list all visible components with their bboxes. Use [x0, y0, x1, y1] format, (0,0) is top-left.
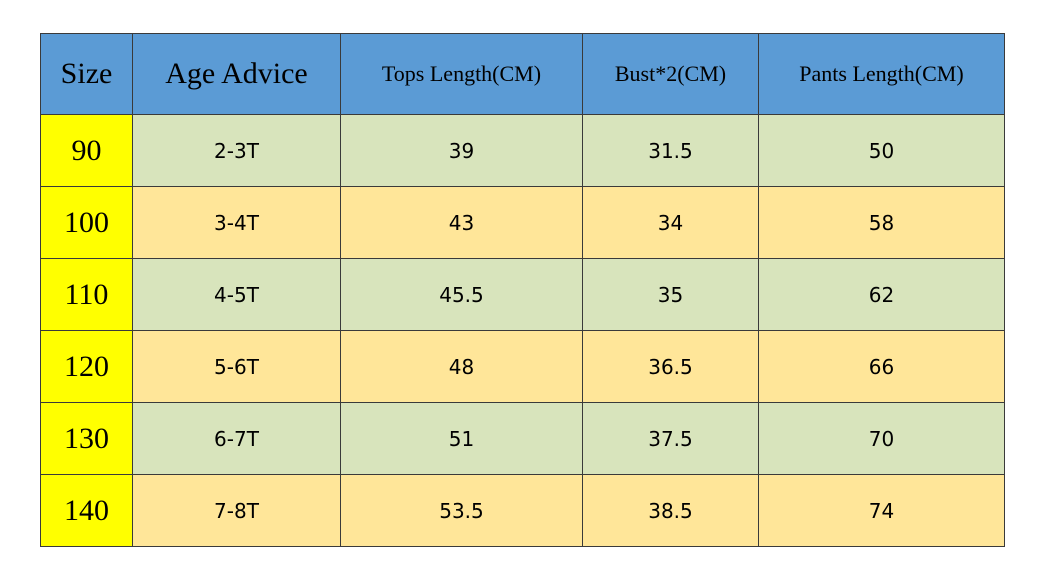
- size-cell: 130: [40, 402, 133, 475]
- data-cell: 50: [758, 114, 1005, 187]
- data-cell: 37.5: [582, 402, 759, 475]
- size-cell: 120: [40, 330, 133, 403]
- table-row: 120 5-6T 48 36.5 66: [40, 330, 1005, 403]
- header-cell: Tops Length(CM): [340, 33, 583, 115]
- table-row: 130 6-7T 51 37.5 70: [40, 402, 1005, 475]
- data-cell: 45.5: [340, 258, 583, 331]
- table-body: Size Age Advice Tops Length(CM) Bust*2(CM) P…: [40, 33, 1005, 547]
- data-cell: 58: [758, 186, 1005, 259]
- size-table: Size Age Advice Tops Length(CM) Bust*2(CM) P…: [40, 33, 1005, 547]
- data-cell: 4-5T: [132, 258, 341, 331]
- table-row: 100 3-4T 43 34 58: [40, 186, 1005, 259]
- header-cell: Size: [40, 33, 133, 115]
- data-cell: 7-8T: [132, 474, 341, 547]
- data-cell: 31.5: [582, 114, 759, 187]
- data-cell: 38.5: [582, 474, 759, 547]
- header-row: Size Age Advice Tops Length(CM) Bust*2(CM) P…: [40, 33, 1005, 115]
- data-cell: 2-3T: [132, 114, 341, 187]
- header-cell: Age Advice: [132, 33, 341, 115]
- data-cell: 53.5: [340, 474, 583, 547]
- size-cell: 90: [40, 114, 133, 187]
- data-cell: 35: [582, 258, 759, 331]
- size-cell: 140: [40, 474, 133, 547]
- header-cell: Bust*2(CM): [582, 33, 759, 115]
- data-cell: 6-7T: [132, 402, 341, 475]
- data-cell: 70: [758, 402, 1005, 475]
- table-row: 110 4-5T 45.5 35 62: [40, 258, 1005, 331]
- data-cell: 62: [758, 258, 1005, 331]
- header-cell: Pants Length(CM): [758, 33, 1005, 115]
- table-row: 140 7-8T 53.5 38.5 74: [40, 474, 1005, 547]
- data-cell: 5-6T: [132, 330, 341, 403]
- data-cell: 39: [340, 114, 583, 187]
- data-cell: 36.5: [582, 330, 759, 403]
- data-cell: 51: [340, 402, 583, 475]
- data-cell: 66: [758, 330, 1005, 403]
- table-row: 90 2-3T 39 31.5 50: [40, 114, 1005, 187]
- size-cell: 100: [40, 186, 133, 259]
- data-cell: 43: [340, 186, 583, 259]
- data-cell: 3-4T: [132, 186, 341, 259]
- size-cell: 110: [40, 258, 133, 331]
- data-cell: 48: [340, 330, 583, 403]
- data-cell: 74: [758, 474, 1005, 547]
- data-cell: 34: [582, 186, 759, 259]
